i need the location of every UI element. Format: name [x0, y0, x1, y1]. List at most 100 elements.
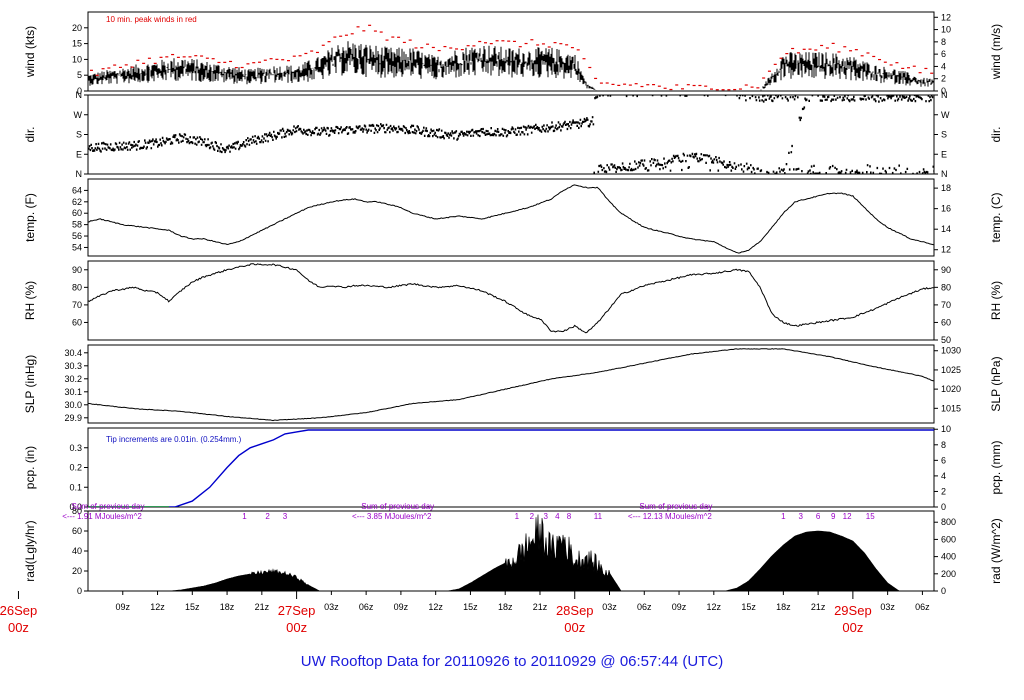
rh-left-tick-label: 60 [72, 317, 82, 327]
temp-right-tick-label: 14 [941, 224, 951, 234]
slp-left-tick-label: 30.2 [64, 374, 82, 384]
dir-right-tick-label: N [941, 90, 948, 100]
pcp-left-tick-label: 0.1 [69, 482, 82, 492]
pcp-plot-area [88, 429, 934, 507]
wind-right-tick-label: 8 [941, 37, 946, 47]
x-tick-label: 18z [220, 602, 235, 612]
panel-pcp: 0.0 0.1 0.2 0.3 0 2 4 6 8 10 pcp. (in) pcp. (mm) Tip… [23, 424, 1003, 512]
rh-left-tick-label: 90 [72, 265, 82, 275]
rad-left-tick-label: 60 [72, 526, 82, 536]
rh-trace [88, 263, 934, 334]
x-tick-label: 06z [915, 602, 930, 612]
wind-speed-trace [88, 41, 934, 91]
radiation-hour-mark: 1 [781, 512, 786, 521]
temp-right-tick-label: 16 [941, 204, 951, 214]
day-label-hour: 00z [286, 620, 307, 635]
panel-slp: 29.9 30.0 30.1 30.2 30.3 30.4 1015 1020 1025 1030… [23, 344, 1003, 424]
radiation-hour-mark: 1 [242, 512, 247, 521]
wind-right-tick-label: 12 [941, 12, 951, 22]
temp-left-tick-label: 58 [72, 220, 82, 230]
dir-left-tick-label: N [76, 169, 83, 179]
dir-left-tick-label: E [76, 149, 82, 159]
rad-right-tick-label: 400 [941, 552, 956, 562]
x-tick-label: 21z [811, 602, 826, 612]
dir-right-tick-label: W [941, 110, 950, 120]
day-label-hour: 00z [564, 620, 585, 635]
x-tick-label: 09z [116, 602, 131, 612]
temp-ylabel-right: temp. (C) [989, 192, 1003, 242]
x-tick-label: 18z [498, 602, 513, 612]
temp-frame [87, 178, 935, 257]
wind-left-tick-label: 5 [77, 70, 82, 80]
pcp-ylabel-right: pcp. (mm) [989, 440, 1003, 494]
radiation-hour-mark: 15 [866, 512, 875, 521]
rh-plot-area [88, 263, 934, 334]
x-tick-label: 15z [185, 602, 200, 612]
radiation-hour-mark: 3 [798, 512, 803, 521]
rad-right-tick-label: 0 [941, 586, 946, 596]
temp-right-tick-label: 18 [941, 183, 951, 193]
temp-left-tick-label: 60 [72, 208, 82, 218]
temp-right-tick-label: 12 [941, 245, 951, 255]
rad-left-tick-label: 40 [72, 546, 82, 556]
x-tick-label: 18z [776, 602, 791, 612]
wind-ylabel: wind (kts) [23, 26, 37, 78]
precip-trace [88, 429, 934, 507]
temp-plot-area [88, 184, 934, 254]
dir-left-tick-label: N [76, 90, 83, 100]
rad-left-tick-label: 0 [77, 586, 82, 596]
panel-wind: 0 5 10 15 20 0 2 4 6 8 10 12 wind (kts) wind (m/s) 10 … [23, 11, 1003, 96]
rh-ylabel-right: RH (%) [989, 281, 1003, 320]
wind-left-tick-label: 20 [72, 23, 82, 33]
pcp-right-tick-label: 6 [941, 455, 946, 465]
pcp-right-tick-label: 8 [941, 440, 946, 450]
rh-right-tick-label: 60 [941, 317, 951, 327]
pcp-right-tick-label: 0 [941, 502, 946, 512]
wind-plot-area [88, 24, 934, 91]
x-tick-label: 09z [672, 602, 687, 612]
rad-right-tick-label: 800 [941, 517, 956, 527]
wind-right-tick-label: 4 [941, 61, 946, 71]
radiation-hour-mark: 1 [515, 512, 520, 521]
slp-right-tick-label: 1020 [941, 384, 961, 394]
pcp-left-tick-label: 0.2 [69, 463, 82, 473]
rad-right-tick-label: 200 [941, 569, 956, 579]
rh-right-tick-label: 50 [941, 335, 951, 345]
x-tick-label: 15z [463, 602, 478, 612]
rad-ylabel-right: rad (W/m^2) [989, 518, 1003, 584]
dir-plot-area [88, 95, 934, 174]
temp-trace [88, 184, 934, 254]
x-tick-label: 12z [428, 602, 443, 612]
x-tick-label: 12z [707, 602, 722, 612]
x-tick-label: 03z [324, 602, 339, 612]
wind-left-tick-label: 0 [77, 86, 82, 96]
pcp-ylabel: pcp. (in) [23, 446, 37, 489]
wind-direction-points [88, 95, 934, 174]
rh-left-tick-label: 80 [72, 282, 82, 292]
dir-ylabel-right: dir. [989, 126, 1003, 142]
radiation-hour-mark: 3 [544, 512, 549, 521]
radiation-hour-mark: 3 [283, 512, 288, 521]
slp-ylabel: SLP (inHg) [23, 355, 37, 413]
slp-left-tick-label: 30.4 [64, 348, 82, 358]
radiation-sum-label: Sum of previous day [639, 502, 712, 511]
figure-title: UW Rooftop Data for 20110926 to 20110929… [301, 653, 723, 670]
slp-right-tick-label: 1025 [941, 365, 961, 375]
radiation-hour-mark: 9 [831, 512, 836, 521]
x-tick-label: 15z [741, 602, 756, 612]
dir-right-tick-label: E [941, 149, 947, 159]
rh-right-tick-label: 80 [941, 282, 951, 292]
panel-rh: 60 70 80 90 50 60 70 80 90 RH (%) RH (%) [23, 260, 1003, 345]
rad-left-tick-label: 80 [72, 506, 82, 516]
radiation-sum-value: <--- 1.91 MJoules/m^2 [62, 512, 142, 521]
temp-left-tick-label: 56 [72, 231, 82, 241]
slp-ylabel-right: SLP (hPa) [989, 356, 1003, 411]
wind-left-tick-label: 10 [72, 54, 82, 64]
day-label: 29Sep [834, 603, 872, 618]
slp-frame [87, 344, 935, 424]
rad-ylabel: rad(Lgly/hr) [23, 520, 37, 581]
